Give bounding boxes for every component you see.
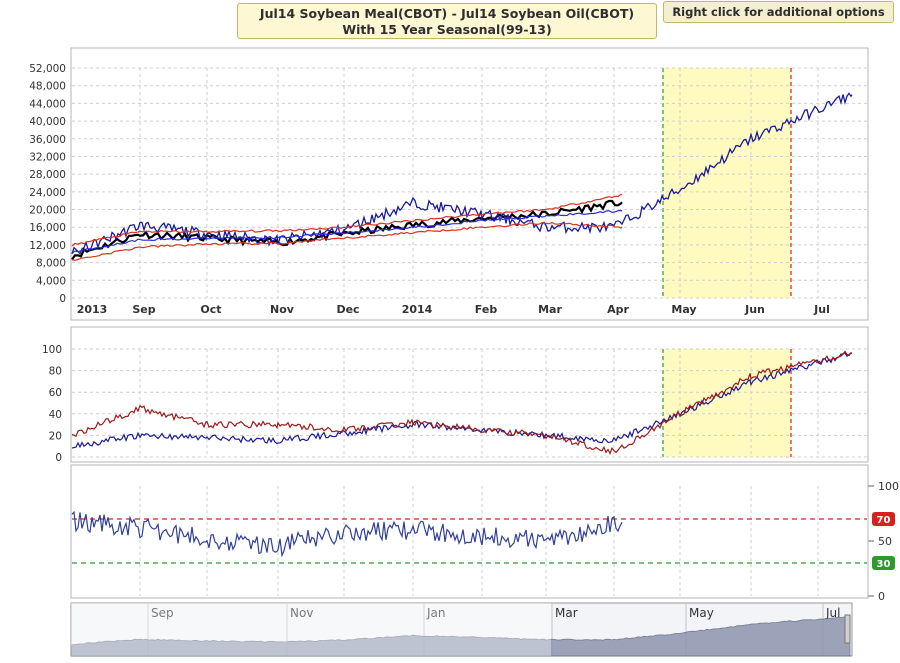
rsi-line xyxy=(71,510,623,558)
bbands-lower-line xyxy=(71,221,623,261)
rsi-y-tick-label: 50 xyxy=(878,535,892,548)
seasonal-panel xyxy=(70,326,869,463)
rsi-y-tick-label: 100 xyxy=(878,480,899,493)
spd-swatch xyxy=(170,54,179,62)
price-y-tick-label: 40,000 xyxy=(29,116,66,128)
navigator-selection xyxy=(71,603,551,656)
y5-label: 5-Year: xyxy=(296,330,341,344)
spd-line xyxy=(71,199,623,261)
rsi-swatch xyxy=(78,472,86,480)
seasonal-15yr-line xyxy=(71,352,853,449)
navigator-area xyxy=(70,616,851,657)
price-y-tick-label: 20,000 xyxy=(29,205,66,217)
seasonal-y-tick-label: 80 xyxy=(49,366,62,378)
legend-date: July 16, 2014 xyxy=(74,51,159,65)
seasonal-y-tick-label: 100 xyxy=(42,344,62,356)
bbands-swatch xyxy=(492,54,501,62)
seasonal-legend: Jul 16, 2014: 15-Year: 95.92 5-Year: 96.… xyxy=(74,330,574,346)
bbsma-line xyxy=(71,209,623,254)
seasonal-date: Jul 16, 2014: xyxy=(74,330,156,344)
navigator-handle-right xyxy=(844,614,851,644)
price-x-tick-label: 2014 xyxy=(402,303,433,316)
title-line-2: With 15 Year Seasonal(99-13) xyxy=(342,22,552,37)
overlay-swatch xyxy=(293,54,302,62)
bbands-upper-line xyxy=(71,193,623,247)
chart-title: Jul14 Soybean Meal(CBOT) - Jul14 Soybean… xyxy=(237,3,657,39)
bbands-upper: U: 23,311.95 xyxy=(599,51,683,65)
navigator-panel xyxy=(70,602,853,657)
price-x-tick-label: Feb xyxy=(475,303,498,316)
rsi-y-tick-label: 0 xyxy=(878,590,885,603)
navigator-x-tick-label: Jan xyxy=(426,606,446,620)
price-y-tick-label: 0 xyxy=(59,293,66,305)
navigator-x-tick-label: Mar xyxy=(555,606,578,620)
price-x-tick-label: Nov xyxy=(270,303,295,316)
price-y-tick-label: 4,000 xyxy=(36,275,66,287)
y5-value: 96.35 xyxy=(344,330,381,344)
spd-label: SPD: xyxy=(182,51,214,65)
price-legend: July 16, 2014 SPD: 21,628.00 15-Year Ove… xyxy=(74,51,869,67)
seasonal-y-tick-label: 0 xyxy=(55,452,62,464)
price-x-tick-label: Dec xyxy=(336,303,359,316)
price-x-tick-label: Mar xyxy=(538,303,562,316)
price-x-tick-label: May xyxy=(671,303,696,316)
price-y-tick-label: 16,000 xyxy=(29,222,66,234)
bbands-lower: L: 16,045.05 xyxy=(690,51,772,65)
y5-swatch xyxy=(284,333,293,341)
seasonal-window-highlight-2 xyxy=(663,349,791,457)
price-x-tick-label: Jul xyxy=(813,303,830,316)
price-x-tick-label: Sep xyxy=(132,303,155,316)
y15-label: 15-Year: xyxy=(179,330,232,344)
price-panel xyxy=(70,47,869,321)
bbands-label: BBands(20,2) xyxy=(504,51,592,65)
price-y-tick-label: 44,000 xyxy=(29,98,66,110)
rsi-ref-badge-30 xyxy=(872,556,895,570)
y15-swatch xyxy=(167,333,176,341)
price-y-tick-label: 48,000 xyxy=(29,81,66,93)
rsi-label: RSI(14) 67.11 xyxy=(90,469,179,483)
navigator-x-tick-label: May xyxy=(689,606,714,620)
price-y-tick-label: 24,000 xyxy=(29,187,66,199)
price-x-tick-label: Jun xyxy=(744,303,765,316)
price-y-tick-label: 28,000 xyxy=(29,169,66,181)
bbsma-swatch xyxy=(783,54,792,62)
navigator-x-tick-label: Jul xyxy=(825,606,840,620)
price-y-tick-label: 12,000 xyxy=(29,240,66,252)
price-x-tick-label: Apr xyxy=(607,303,629,316)
price-x-tick-label: Oct xyxy=(200,303,221,316)
rsi-ref-badge-70 xyxy=(872,512,895,526)
price-y-tick-label: 32,000 xyxy=(29,151,66,163)
price-y-tick-label: 8,000 xyxy=(36,258,66,270)
price-y-tick-label: 52,000 xyxy=(29,63,66,75)
seasonal-y-tick-label: 60 xyxy=(49,387,62,399)
seasonal-5yr-line xyxy=(71,350,853,455)
seasonal-y-tick-label: 20 xyxy=(49,430,62,442)
seasonal-window-highlight xyxy=(663,68,791,298)
rsi-ref-badge-text: 70 xyxy=(877,515,891,526)
overlay-label: 15-Year Overlay: xyxy=(305,51,412,65)
overlay-value: 45,959.00 xyxy=(415,51,481,65)
price-x-tick-label: 2013 xyxy=(77,303,108,316)
overlay-15yr-line xyxy=(71,92,853,255)
rsi-ref-badge-text: 30 xyxy=(877,559,891,570)
rsi-legend: RSI(14) 67.11 xyxy=(74,469,374,485)
title-line-1: Jul14 Soybean Meal(CBOT) - Jul14 Soybean… xyxy=(259,6,635,21)
navigator-x-tick-label: Sep xyxy=(151,606,174,620)
right-click-options-button[interactable]: Right click for additional options xyxy=(663,1,894,23)
price-y-tick-label: 36,000 xyxy=(29,134,66,146)
y15-value: 95.92 xyxy=(235,330,273,344)
bbsma-label: bbSMA(20 xyxy=(795,51,862,65)
seasonal-y-tick-label: 40 xyxy=(49,409,62,421)
navigator-x-tick-label: Nov xyxy=(290,606,313,620)
spd-value: 21,628.00 xyxy=(217,51,282,65)
